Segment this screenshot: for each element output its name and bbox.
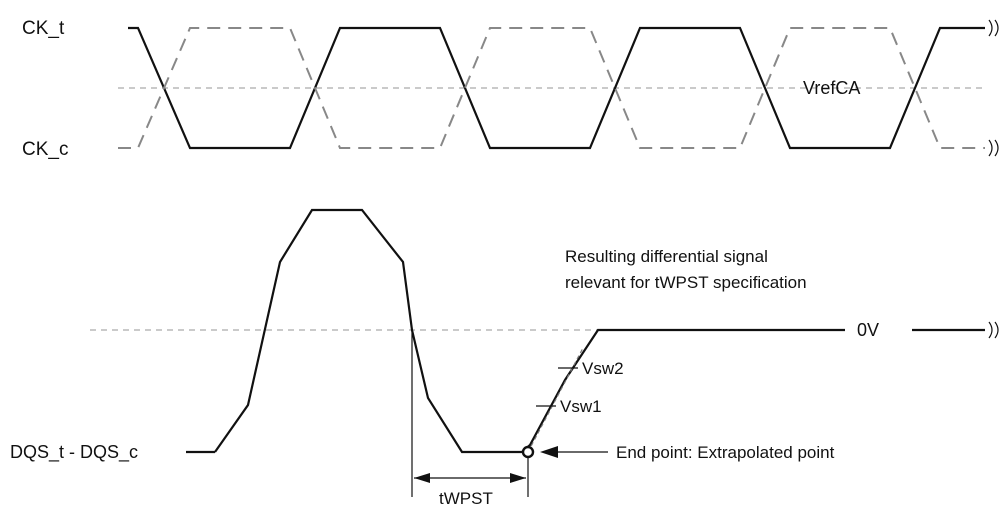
zero-volt-break-marker [988,321,999,339]
twpst-label: tWPST [439,489,493,508]
ck-t-waveform [128,26,985,150]
resulting-signal-label-line1: Resulting differential signal [565,247,768,266]
ck-c-label: CK_c [22,139,68,160]
ck-c-waveform [118,27,985,149]
vsw2-label: Vsw2 [582,359,624,378]
end-point-label: End point: Extrapolated point [616,443,835,462]
resulting-signal-label-line2: relevant for tWPST specification [565,273,807,292]
vrefca-label: VrefCA [803,78,860,98]
vsw1-label: Vsw1 [560,397,602,416]
ck-t-label: CK_t [22,18,65,39]
ck-t-break-marker [988,19,999,37]
extrapolation-line [527,347,584,453]
ck-c-break-marker [988,139,999,157]
end-point-arrowhead [540,446,558,458]
end-point-marker [521,445,535,459]
zero-volt-label: 0V [857,320,879,340]
twpst-arrowhead-right [510,473,526,483]
dqs-diff-label: DQS_t - DQS_c [10,442,138,463]
twpst-arrowhead-left [414,473,430,483]
dqs-diff-waveform [214,208,845,454]
